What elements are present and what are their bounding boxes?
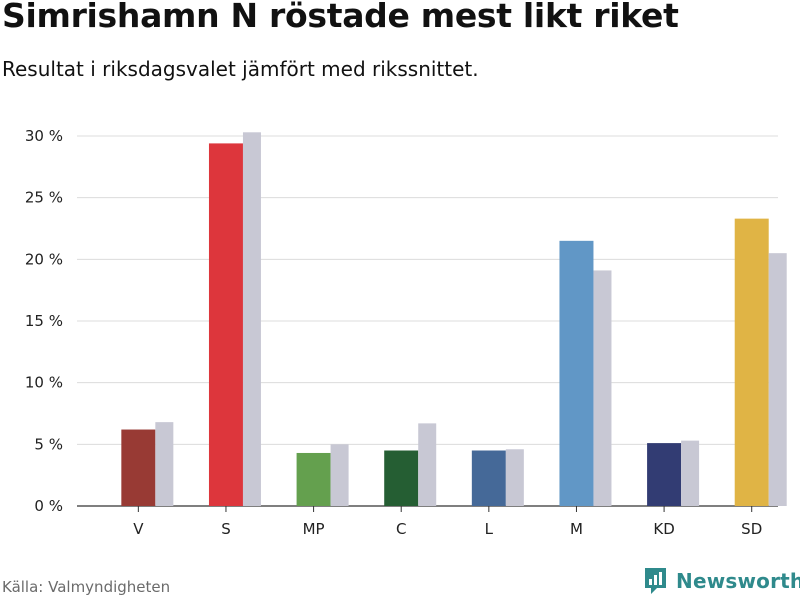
brand-name: Newsworthy [676,569,800,593]
y-tick-label: 25 % [25,189,63,207]
y-tick-label: 0 % [34,497,63,515]
reference-bar-kd [681,440,700,506]
bar-v [121,429,156,506]
y-tick-label: 30 % [25,127,63,145]
x-tick-label: SD [741,520,762,538]
reference-bar-mp [330,444,349,506]
x-tick-label: C [396,520,406,538]
x-tick-label: V [133,520,144,538]
y-tick-label: 5 % [34,435,63,453]
reference-bar-s [242,132,261,507]
brand-logo[interactable]: Newsworthy [643,566,800,596]
y-tick-label: 20 % [25,250,63,268]
newsworthy-icon [645,568,666,594]
reference-bar-m [593,270,612,506]
bar-kd [647,443,682,506]
source-note: Källa: Valmyndigheten [2,578,171,596]
y-tick-label: 10 % [25,374,63,392]
bar-m [559,240,594,507]
bar-c [384,450,419,506]
bar-mp [296,452,331,506]
bar-sd [734,218,769,506]
x-tick-label: L [485,520,494,538]
x-tick-label: KD [653,520,674,538]
reference-bar-sd [768,253,787,506]
chart-subtitle: Resultat i riksdagsvalet jämfört med rik… [2,57,479,81]
bar-s [208,143,243,506]
bar-l [471,450,506,506]
x-tick-label: S [221,520,231,538]
chart-title: Simrishamn N röstade mest likt riket [2,0,679,35]
x-tick-label: M [570,520,583,538]
x-tick-label: MP [303,520,325,538]
reference-bar-l [505,449,524,506]
reference-bar-c [418,423,437,506]
y-tick-label: 15 % [25,312,63,330]
reference-bar-v [155,422,174,506]
